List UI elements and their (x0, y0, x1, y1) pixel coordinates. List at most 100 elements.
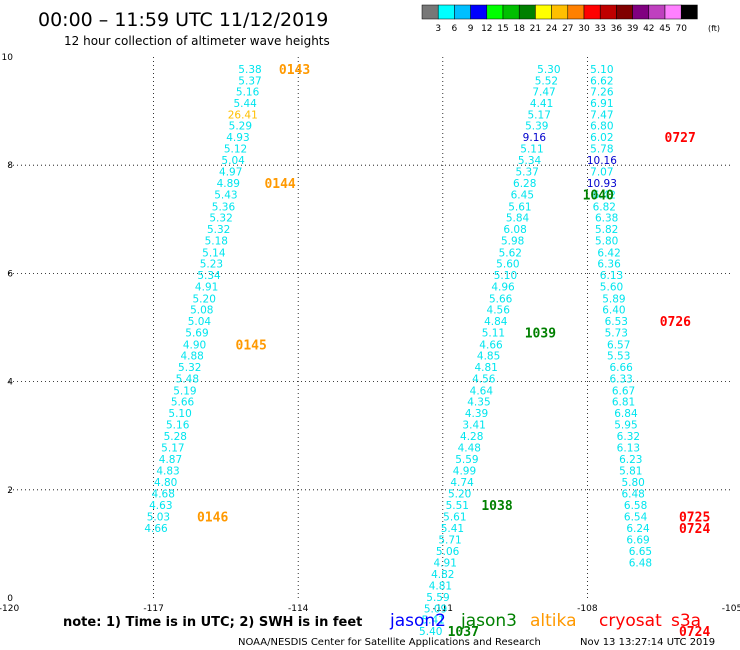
swh-value-jason3: 4.48 (458, 443, 481, 455)
swh-value-jason3: 4.81 (429, 581, 452, 593)
swh-value-jason3: 6.45 (511, 189, 534, 201)
swh-value-jason3: 5.71 (438, 535, 461, 547)
swh-value-jason3: 5.30 (537, 64, 560, 76)
swh-value-cryosat: 6.67 (612, 385, 635, 397)
swh-value-altika: 5.34 (197, 270, 221, 282)
swh-value-jason3: 5.09 (424, 603, 447, 615)
legend-label: 42 (643, 24, 654, 34)
swh-value-cryosat: 6.57 (607, 339, 630, 351)
x-tick-label: -120 (0, 604, 19, 614)
swh-value-cryosat: 7.47 (590, 109, 613, 121)
swh-value-cryosat: 6.42 (593, 189, 616, 201)
swh-value-cryosat: 6.66 (609, 362, 633, 374)
swh-value-jason3: 5.06 (436, 546, 460, 558)
legend-swatch (583, 4, 601, 20)
pass-time-label: 0145 (236, 338, 267, 353)
swh-value-altika: 4.88 (180, 351, 203, 363)
legend-swatch (421, 4, 439, 20)
swh-value-jason3: 5.52 (535, 75, 558, 87)
swh-value-jason3: 5.84 (506, 213, 530, 225)
legend-label: 9 (468, 24, 474, 34)
swh-value-altika: 5.69 (185, 327, 208, 339)
legend-swatch (535, 4, 552, 20)
swh-value-jason3: 4.82 (431, 569, 454, 581)
swh-value-jason3: 4.84 (484, 316, 508, 328)
swh-value-altika: 4.80 (154, 477, 177, 489)
swh-value-altika: 5.14 (202, 247, 226, 259)
swh-value-jason3: 3.41 (462, 419, 485, 431)
swh-value-altika: 4.63 (149, 500, 172, 512)
swh-value-cryosat: 6.65 (629, 546, 652, 558)
swh-value-cryosat: 6.54 (624, 511, 648, 523)
data-points: 5.385.375.165.4426.415.294.935.125.044.9… (144, 64, 652, 638)
legend-label: 21 (530, 24, 541, 34)
footer-credit: NOAA/NESDIS Center for Satellite Applica… (238, 637, 541, 648)
legend-swatch (616, 4, 633, 20)
swh-value-cryosat: 6.81 (612, 397, 635, 409)
swh-value-cryosat: 6.62 (590, 75, 613, 87)
swh-value-jason3: 4.85 (477, 351, 500, 363)
swh-value-jason3: 4.35 (467, 397, 490, 409)
legend-swatch (437, 4, 455, 20)
swh-value-jason3: 4.91 (434, 557, 457, 569)
swh-value-cryosat: 6.13 (617, 443, 640, 455)
legend-unit: (ft) (708, 24, 720, 33)
y-tick-label: 4 (7, 378, 13, 388)
legend-label: 30 (578, 24, 590, 34)
satellite-label-s3a: s3a (671, 611, 701, 631)
swh-value-jason3: 4.56 (487, 305, 511, 317)
swh-value-jason3: 5.34 (518, 155, 542, 167)
y-tick-label: 0 (7, 594, 13, 604)
satellite-label-altika: altika (530, 611, 577, 631)
pass-time-label: 1039 (525, 326, 556, 341)
swh-value-altika: 5.04 (188, 316, 212, 328)
swh-value-altika: 5.19 (173, 385, 196, 397)
pass-time-label: 0726 (660, 315, 691, 330)
x-tick-label: -117 (143, 604, 163, 614)
swh-value-altika: 4.93 (226, 132, 249, 144)
footer-timestamp: Nov 13 13:27:14 UTC 2019 (580, 637, 715, 648)
swh-value-cryosat: 5.81 (619, 465, 642, 477)
swh-value-altika: 5.29 (229, 121, 252, 133)
legend-label: 39 (627, 24, 639, 34)
swh-value-cryosat: 6.42 (597, 247, 620, 259)
swh-value-altika: 4.97 (219, 167, 242, 179)
swh-value-jason3: 5.17 (528, 109, 551, 121)
pass-time-label: 1040 (583, 188, 614, 203)
chart-title: 00:00 – 11:59 UTC 11/12/2019 (38, 9, 328, 31)
time-labels: 0143 0144 0145 0146 0727 1040 1039 0726 1038 0725… (197, 63, 710, 640)
x-axis-ticks: -120 -117 -114 -111 -108 -105 (0, 604, 740, 614)
pass-time-label: 1038 (481, 499, 512, 514)
pass-time-label: 0724 (679, 625, 710, 640)
swh-value-altika: 5.28 (164, 431, 187, 443)
swh-value-altika: 4.83 (156, 465, 179, 477)
swh-value-cryosat: 5.73 (605, 327, 628, 339)
pass-time-label: 0146 (197, 510, 228, 525)
pass-time-label: 0724 (679, 522, 710, 537)
swh-value-cryosat: 5.82 (595, 224, 618, 236)
swh-value-altika: 5.32 (207, 224, 230, 236)
satellite-label-jason3: jason3 (460, 611, 517, 631)
legend-label: 36 (611, 24, 623, 34)
swh-value-jason3: 4.66 (479, 339, 503, 351)
y-tick-label: 2 (7, 486, 13, 496)
swh-value-cryosat: 6.32 (617, 431, 640, 443)
grid-lines (9, 57, 732, 598)
legend-swatch (648, 4, 666, 20)
swh-value-altika: 5.18 (205, 235, 228, 247)
swh-value-jason3: 5.62 (499, 247, 522, 259)
swh-value-jason3: 5.40 (419, 626, 442, 638)
swh-value-cryosat: 6.36 (597, 259, 621, 271)
legend-swatch (567, 4, 585, 20)
swh-value-altika: 4.90 (183, 339, 206, 351)
swh-value-jason3: 4.41 (530, 98, 553, 110)
swh-value-jason3: 4.39 (465, 408, 488, 420)
swh-value-altika: 5.03 (147, 511, 170, 523)
swh-value-jason3: 5.11 (482, 327, 505, 339)
x-tick-label: -111 (433, 604, 453, 614)
swh-value-cryosat: 5.80 (621, 477, 644, 489)
swh-value-jason3: 5.41 (421, 615, 444, 627)
swh-value-jason3: 5.60 (496, 259, 519, 271)
swh-value-altika: 4.89 (217, 178, 240, 190)
swh-value-cryosat: 6.23 (619, 454, 642, 466)
